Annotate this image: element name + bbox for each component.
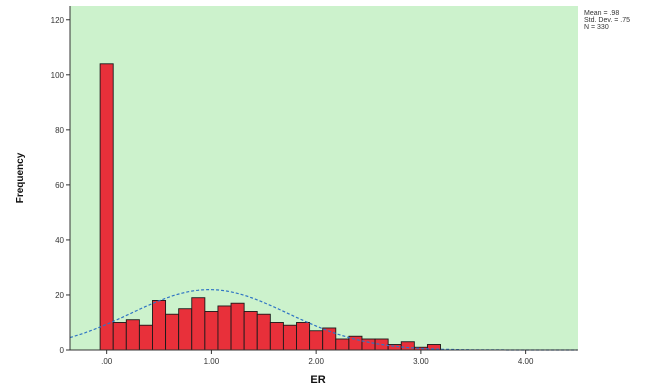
histogram-bar (112, 322, 127, 351)
y-axis-title: Frequency (15, 152, 26, 203)
y-tick-label: 20 (55, 291, 64, 300)
histogram-bar (348, 335, 363, 351)
histogram-bar (335, 338, 350, 351)
histogram-bar (217, 305, 232, 351)
histogram-bar (138, 324, 153, 351)
y-tick-label: 80 (55, 126, 64, 135)
histogram-bar (191, 297, 206, 351)
histogram-bar (256, 313, 271, 351)
histogram-bar (125, 319, 140, 351)
histogram-bar (99, 63, 114, 351)
stat-mean: Mean = .98 (584, 10, 620, 17)
histogram-bar (178, 308, 193, 351)
x-tick-label: 1.00 (204, 357, 220, 366)
histogram-bar (387, 344, 402, 351)
histogram-bar (243, 311, 258, 351)
y-tick-label: 60 (55, 181, 64, 190)
plot-area (70, 6, 578, 350)
bars-group (99, 63, 441, 351)
axes-group: 0 20 40 60 80 100 120 .00 1.00 2.00 3.00 4.00 (51, 6, 578, 366)
y-tick-label: 100 (51, 71, 65, 80)
x-tick-label: 3.00 (413, 357, 429, 366)
x-tick-label: .00 (101, 357, 113, 366)
histogram-bar (361, 338, 376, 351)
histogram-bar (309, 330, 324, 351)
y-tick-label: 40 (55, 236, 64, 245)
histogram-bar (296, 322, 311, 351)
stat-n: N = 330 (584, 24, 609, 31)
histogram-bar (152, 300, 167, 351)
histogram-bar (282, 324, 297, 351)
x-tick-label: 2.00 (308, 357, 324, 366)
histogram-bar (269, 322, 284, 351)
y-tick-label: 120 (51, 16, 65, 25)
stat-std-dev: Std. Dev. = .75 (584, 17, 630, 24)
histogram-bar (204, 311, 219, 351)
x-axis-title: ER (310, 374, 325, 385)
histogram-bar (165, 313, 180, 351)
stats-legend: Mean = .98 Std. Dev. = .75 N = 330 (584, 10, 630, 31)
x-tick-label: 4.00 (518, 357, 534, 366)
histogram-bar (230, 302, 245, 351)
y-tick-label: 0 (60, 346, 65, 355)
histogram-bar (400, 341, 415, 351)
